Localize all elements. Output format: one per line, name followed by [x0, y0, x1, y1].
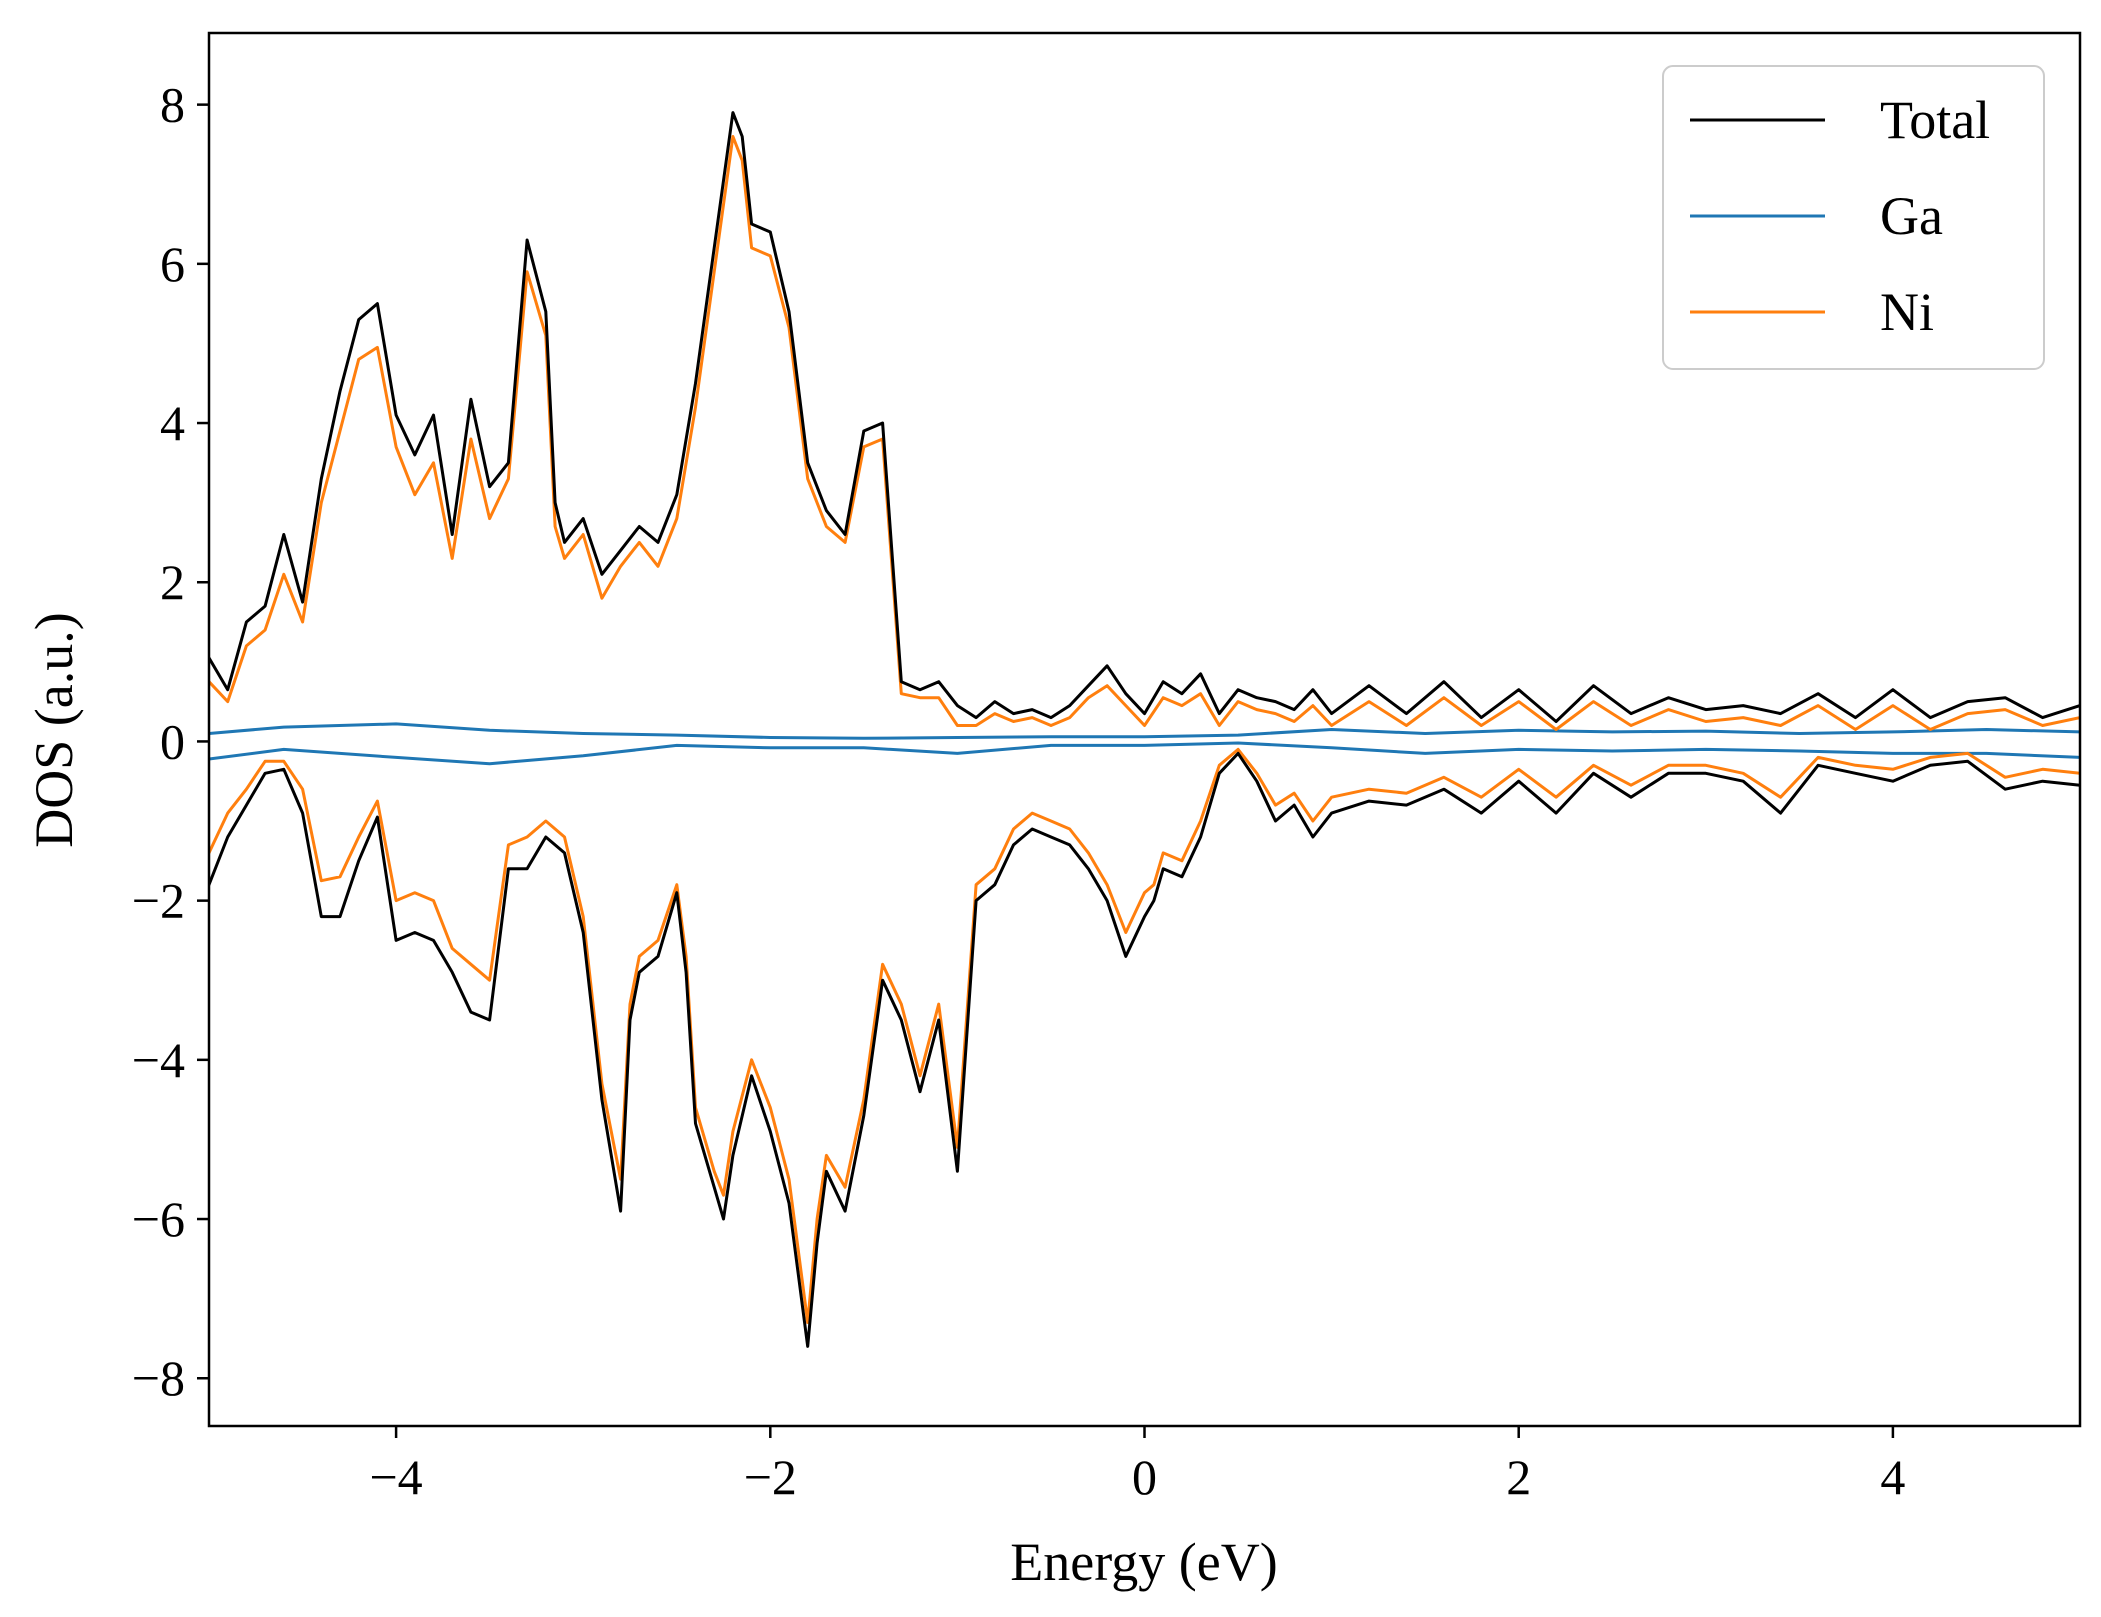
legend-label-ga: Ga: [1880, 186, 1943, 246]
y-tick-label: −2: [132, 873, 185, 929]
y-tick-label: −8: [132, 1350, 185, 1406]
series-layer: [209, 111, 2080, 1348]
y-tick-label: 4: [160, 395, 185, 451]
x-tick-label: −4: [369, 1449, 422, 1505]
y-axis: −8 −6 −4 −2 0 2 4 6 8: [132, 77, 209, 1406]
y-tick-label: −6: [132, 1191, 185, 1247]
series-line-ni-spin-up: [209, 135, 2080, 731]
x-axis: −4 −2 0 2 4: [369, 1426, 1905, 1505]
y-tick-label: −4: [132, 1032, 185, 1088]
x-tick-label: −2: [744, 1449, 797, 1505]
x-tick-label: 0: [1132, 1449, 1157, 1505]
y-tick-label: 2: [160, 554, 185, 610]
y-tick-label: 6: [160, 236, 185, 292]
x-axis-label: Energy (eV): [1010, 1532, 1277, 1592]
y-tick-label: 8: [160, 77, 185, 133]
x-tick-label: 4: [1880, 1449, 1905, 1505]
legend: Total Ga Ni: [1662, 65, 2045, 370]
legend-label-ni: Ni: [1880, 282, 1934, 342]
y-tick-label: 0: [160, 713, 185, 769]
legend-box: [1662, 65, 2045, 370]
series-line-ga-spin-down: [209, 741, 2080, 766]
series-line-ga-spin-up: [209, 722, 2080, 740]
series-line-total-spin-down: [209, 751, 2080, 1348]
series-line-ni-spin-down: [209, 747, 2080, 1324]
legend-label-total: Total: [1880, 90, 1990, 150]
x-tick-label: 2: [1506, 1449, 1531, 1505]
series-line-total-spin-up: [209, 111, 2080, 723]
y-axis-label: DOS (a.u.): [24, 612, 84, 847]
